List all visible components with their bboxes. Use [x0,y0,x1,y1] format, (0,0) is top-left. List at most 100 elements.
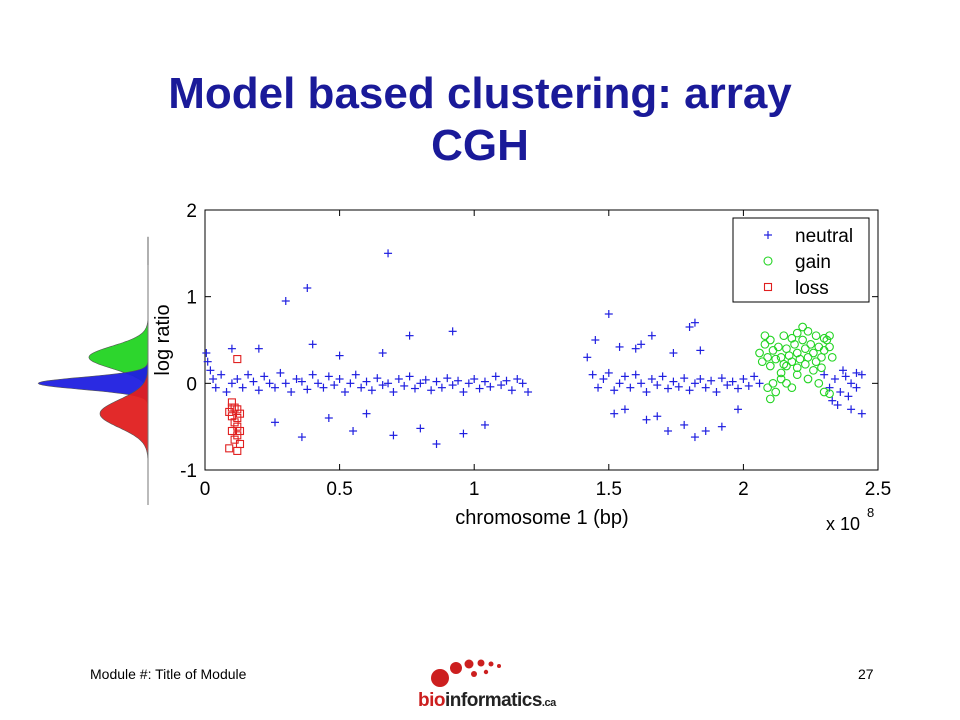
point-neutral [836,388,845,396]
point-neutral [335,375,344,383]
point-loss [233,431,242,440]
y-tick-label: 2 [186,201,197,222]
point-gain [776,374,786,384]
point-gain [803,374,813,384]
side-density-curves [37,236,149,505]
point-neutral [303,284,312,292]
point-neutral [615,379,624,388]
legend-entry-gain: gain [763,252,831,273]
point-neutral [437,383,446,392]
point-gain [782,361,791,371]
point-gain [765,361,775,371]
y-tick-label: 0 [186,374,197,395]
point-neutral [319,383,328,392]
point-neutral [405,331,414,340]
point-neutral [591,336,600,344]
point-neutral [206,366,215,375]
point-neutral [362,377,371,386]
point-neutral [394,375,403,383]
footer-module-title: Module #: Title of Module [90,666,247,682]
point-neutral [852,368,861,377]
point-neutral [518,379,527,388]
point-neutral [384,249,393,258]
point-neutral [642,415,651,424]
point-gain [798,335,807,345]
point-neutral [297,377,306,386]
point-gain [782,378,791,388]
point-neutral [335,351,344,360]
x-tick-label: 1 [469,479,480,500]
point-neutral [707,376,716,385]
point-neutral [480,377,489,386]
point-neutral [626,383,635,392]
point-loss [233,355,242,364]
legend-label-gain: gain [795,252,831,273]
point-neutral [367,386,376,395]
point-neutral [389,388,398,396]
point-neutral [744,381,753,390]
point-gain [803,326,813,336]
point-gain [819,387,829,397]
point-neutral [857,409,866,418]
point-neutral [739,375,748,383]
point-neutral [270,418,279,427]
point-gain [755,348,764,358]
point-gain [811,357,821,367]
slide-title: Model based clustering: array CGH [80,68,880,172]
point-neutral [480,420,489,429]
point-neutral [378,381,387,390]
point-neutral [308,370,317,379]
point-gain [817,363,826,373]
bioinformatics-logo: bioinformatics.ca [418,652,556,716]
legend-label-neutral: neutral [795,226,853,247]
point-gain [814,378,824,388]
point-neutral [362,409,371,418]
x-multiplier-base: x 10 [826,514,860,534]
legend-entry-loss: loss [763,278,829,299]
point-gain [798,322,807,332]
point-neutral [604,368,613,377]
point-neutral [680,374,689,383]
point-neutral [330,381,339,390]
y-axis-label: log ratio [152,304,174,375]
x-multiplier-label: x 10 [826,514,860,534]
point-neutral [717,422,726,431]
point-neutral [211,383,220,392]
point-neutral [281,297,290,305]
point-neutral [712,388,721,396]
point-neutral [658,372,667,381]
point-neutral [690,433,699,442]
point-loss [235,409,245,418]
point-neutral [346,379,355,388]
point-neutral [696,375,705,383]
legend-entry-neutral: neutral [764,226,853,247]
point-neutral [620,405,629,414]
point-neutral [217,370,226,379]
point-loss [225,444,234,453]
point-loss [227,398,236,407]
y-tick-label: 1 [186,288,197,309]
x-tick-label: 0.5 [326,479,352,500]
point-gain [827,352,837,362]
point-neutral [459,429,468,438]
point-neutral [384,379,393,388]
point-neutral [701,383,710,392]
point-gain [774,342,783,352]
point-gain [763,383,772,393]
point-gain [776,368,786,378]
point-neutral [669,377,678,386]
x-tick-label: 1.5 [596,479,622,500]
point-neutral [669,349,678,357]
logo-dots-icon [431,659,501,687]
point-gain [779,331,789,341]
point-gain [819,333,829,343]
point-neutral [340,388,349,396]
point-neutral [647,375,656,383]
point-neutral [265,379,274,388]
point-gain [809,348,818,358]
point-neutral [604,310,613,318]
point-neutral [690,318,699,327]
point-neutral [615,342,624,351]
point-neutral [828,396,837,405]
